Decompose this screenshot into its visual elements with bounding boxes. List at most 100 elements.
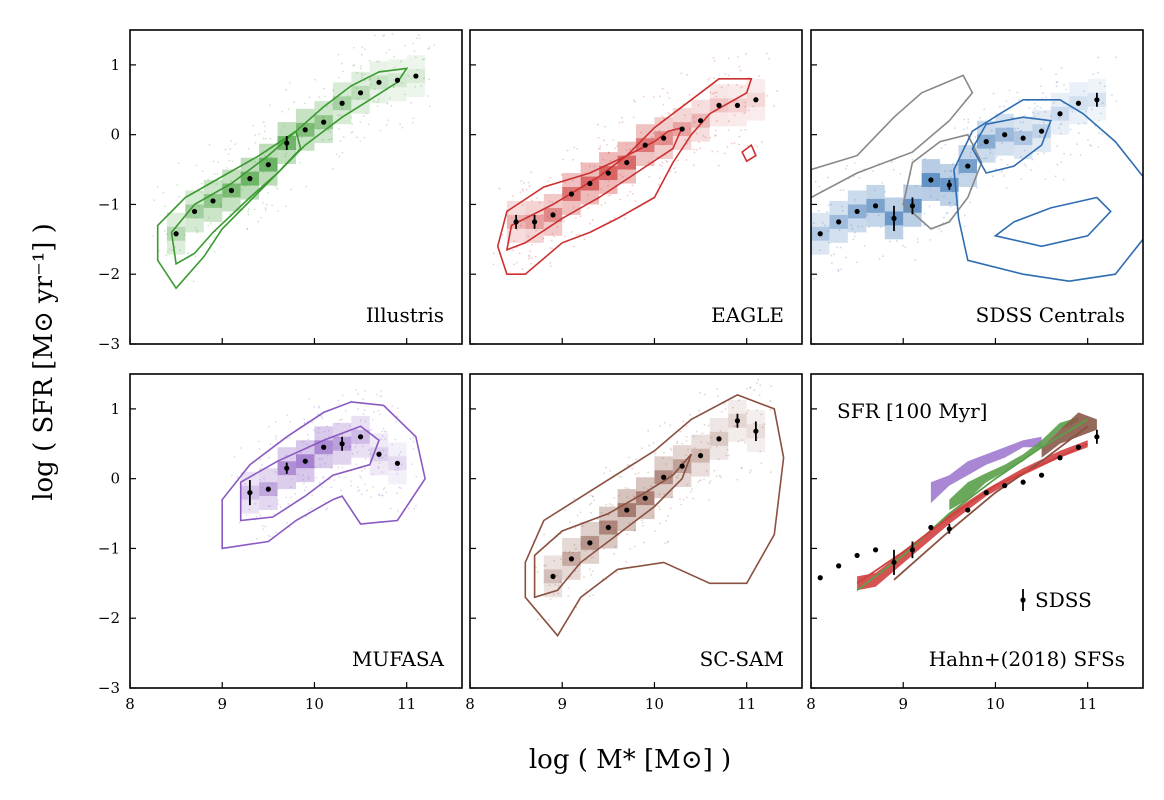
scatter-point xyxy=(535,229,537,232)
scatter-point xyxy=(201,170,204,173)
scatter-point xyxy=(360,72,363,75)
scatter-point xyxy=(661,115,664,118)
scatter-point xyxy=(770,385,773,388)
density-cell xyxy=(369,61,389,76)
density-cell xyxy=(728,84,747,99)
scatter-point xyxy=(520,180,523,183)
scatter-point xyxy=(328,138,331,141)
scatter-point xyxy=(308,397,311,400)
scatter-point xyxy=(382,435,384,437)
scatter-point xyxy=(340,418,343,421)
median-point xyxy=(734,102,741,108)
scatter-point xyxy=(597,147,600,150)
scatter-point xyxy=(359,419,362,422)
median-point xyxy=(550,212,556,218)
scatter-point xyxy=(289,420,292,423)
scatter-point xyxy=(716,387,719,390)
scatter-point xyxy=(391,405,394,408)
scatter-point xyxy=(264,125,267,128)
density-cell xyxy=(388,442,407,457)
scatter-point xyxy=(744,128,747,131)
median-point xyxy=(587,180,593,187)
scatter-point xyxy=(642,95,645,98)
density-cell xyxy=(506,228,526,243)
median-point xyxy=(339,100,345,106)
scatter-point xyxy=(759,450,762,453)
scatter-point xyxy=(333,479,336,482)
density-cell xyxy=(543,221,563,236)
scatter-point xyxy=(411,463,414,466)
scatter-point xyxy=(271,204,274,207)
density-contour xyxy=(524,394,785,638)
scatter-point xyxy=(686,74,689,76)
scatter-point xyxy=(1014,128,1017,130)
scatter-point xyxy=(614,545,617,548)
density-cell xyxy=(884,225,904,240)
scatter-point xyxy=(757,378,760,381)
scatter-point xyxy=(296,473,299,476)
scatter-point xyxy=(176,184,179,186)
scatter-point xyxy=(305,515,308,518)
scatter-point xyxy=(723,402,726,405)
scatter-point xyxy=(551,247,554,250)
scatter-point xyxy=(358,489,361,492)
scatter-point xyxy=(1017,127,1019,130)
scatter-point xyxy=(707,424,710,427)
scatter-point xyxy=(700,441,703,443)
scatter-point xyxy=(321,477,324,479)
scatter-point xyxy=(421,58,424,61)
scatter-point xyxy=(547,180,550,183)
scatter-point xyxy=(307,477,310,480)
scatter-point xyxy=(318,457,321,460)
scatter-point xyxy=(958,173,961,175)
scatter-point xyxy=(314,466,317,469)
scatter-point xyxy=(1110,94,1113,97)
scatter-point xyxy=(853,235,856,238)
scatter-point xyxy=(418,37,421,40)
scatter-point xyxy=(752,105,755,108)
scatter-point xyxy=(264,137,267,140)
scatter-point xyxy=(529,250,532,253)
scatter-point xyxy=(553,593,555,596)
scatter-point xyxy=(359,140,362,143)
scatter-point xyxy=(269,535,272,538)
plot-area xyxy=(492,52,778,275)
scatter-point xyxy=(300,441,303,443)
scatter-point xyxy=(647,471,650,474)
scatter-point xyxy=(746,388,748,390)
scatter-point xyxy=(542,237,545,240)
scatter-point xyxy=(389,507,392,510)
x-tick-label: 9 xyxy=(217,695,227,713)
scatter-point xyxy=(628,148,631,150)
scatter-point xyxy=(357,408,360,410)
scatter-point xyxy=(974,135,977,138)
scatter-point xyxy=(349,484,352,487)
density-cell xyxy=(406,83,426,97)
scatter-point xyxy=(699,449,702,452)
scatter-point xyxy=(362,398,365,401)
panel-label: SC-SAM xyxy=(700,647,784,671)
scatter-point xyxy=(738,143,741,146)
scatter-point xyxy=(217,161,219,164)
scatter-point xyxy=(666,161,669,163)
scatter-point xyxy=(258,447,261,450)
scatter-point xyxy=(902,244,905,247)
scatter-point xyxy=(705,469,708,472)
scatter-point xyxy=(382,34,384,37)
scatter-point xyxy=(985,157,988,160)
median-point xyxy=(531,219,538,225)
scatter-point xyxy=(413,507,416,510)
density-cell xyxy=(332,82,352,97)
scatter-point xyxy=(936,198,939,201)
scatter-point xyxy=(712,57,715,59)
scatter-point xyxy=(383,430,386,433)
scatter-point xyxy=(858,176,861,179)
scatter-point xyxy=(541,214,543,216)
scatter-point xyxy=(653,96,655,98)
scatter-point xyxy=(285,454,288,457)
scatter-point xyxy=(384,454,387,457)
scatter-point xyxy=(1039,85,1042,88)
scatter-point xyxy=(572,158,575,161)
scatter-point xyxy=(579,511,582,514)
scatter-point xyxy=(253,208,256,211)
